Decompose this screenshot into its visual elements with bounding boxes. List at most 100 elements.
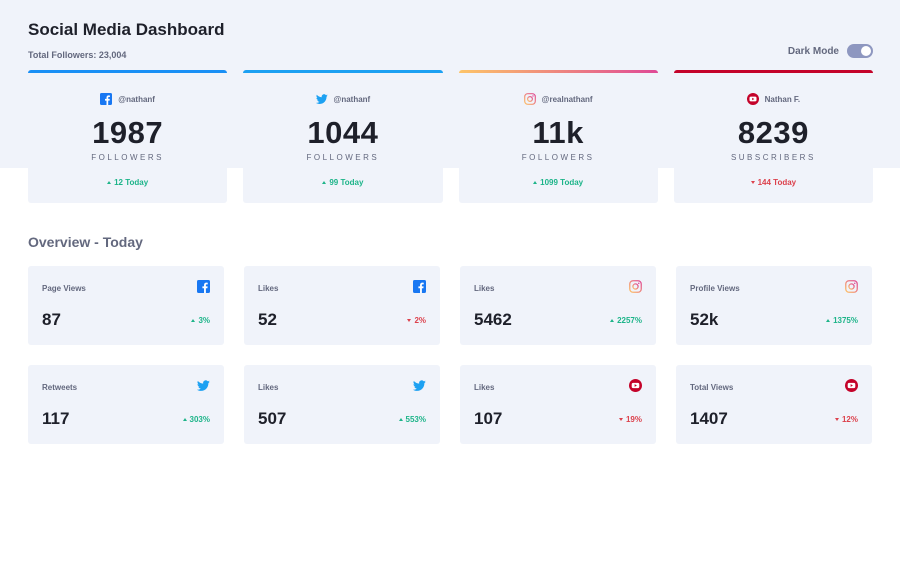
youtube-icon: [845, 379, 858, 392]
youtube-icon: [629, 379, 642, 392]
today-change: 99 Today: [243, 178, 442, 187]
tile-change: 1375%: [826, 316, 858, 325]
tile-value: 87: [42, 310, 61, 329]
tile-value: 52k: [690, 310, 719, 329]
today-change: 12 Today: [28, 178, 227, 187]
facebook-icon: [197, 280, 210, 293]
overview-tile-youtube-likes[interactable]: Likes 107 19%: [460, 365, 656, 444]
card-twitter[interactable]: @nathanf 1044 FOLLOWERS 99 Today: [243, 70, 443, 203]
card-handle: @nathanf: [28, 93, 227, 105]
tile-value: 52: [258, 310, 277, 329]
overview-title: Overview - Today: [28, 234, 143, 250]
follower-unit: SUBSCRIBERS: [730, 153, 816, 162]
tile-value: 507: [258, 409, 287, 428]
tile-change: 303%: [182, 415, 210, 424]
tile-change: 3%: [191, 316, 210, 325]
instagram-icon: [523, 93, 536, 105]
card-facebook[interactable]: @nathanf 1987 FOLLOWERS 12 Today: [28, 70, 228, 203]
follower-count: 8239: [737, 115, 809, 150]
today-text: 1099 Today: [540, 178, 584, 187]
header: Social Media Dashboard Total Followers: …: [28, 20, 873, 68]
change-text: 19%: [625, 415, 642, 424]
overview-tile-facebook-page-views[interactable]: Page Views 87 3%: [28, 266, 224, 345]
tile-label: Likes: [474, 284, 495, 293]
down-arrow-icon: [618, 418, 623, 421]
follower-count: 1044: [307, 115, 379, 150]
tile-change: 19%: [618, 415, 642, 424]
down-arrow-icon: [750, 181, 755, 184]
card-accent-bar: [243, 70, 443, 73]
instagram-icon: [629, 280, 642, 293]
down-arrow-icon: [834, 418, 839, 421]
change-text: 1375%: [833, 316, 858, 325]
page-title: Social Media Dashboard: [28, 20, 225, 39]
tile-label: Likes: [474, 383, 495, 392]
tile-label: Total Views: [690, 383, 734, 392]
follower-unit: FOLLOWERS: [306, 153, 380, 162]
card-youtube[interactable]: Nathan F. 8239 SUBSCRIBERS 144 Today: [673, 70, 873, 203]
today-text: 144 Today: [757, 178, 797, 187]
dark-mode-label: Dark Mode: [787, 45, 839, 57]
change-text: 2%: [414, 316, 426, 325]
card-accent-bar: [28, 70, 228, 73]
twitter-icon: [197, 380, 210, 391]
tile-change: 553%: [398, 415, 426, 424]
instagram-icon: [845, 280, 858, 293]
overview-tile-twitter-likes[interactable]: Likes 507 553%: [244, 365, 440, 444]
up-arrow-icon: [191, 319, 196, 322]
facebook-icon: [413, 280, 426, 293]
change-text: 3%: [198, 316, 210, 325]
overview-tile-twitter-retweets[interactable]: Retweets 117 303%: [28, 365, 224, 444]
follower-count: 1987: [92, 115, 164, 150]
overview-tile-facebook-likes[interactable]: Likes 52 2%: [244, 266, 440, 345]
follower-unit: FOLLOWERS: [91, 153, 164, 162]
twitter-icon: [315, 94, 328, 104]
overview-grid: Page Views 87 3% Likes 52 2% Likes 5462 …: [28, 266, 873, 444]
tile-change: 12%: [834, 415, 858, 424]
tile-label: Retweets: [42, 383, 78, 392]
change-text: 2257%: [617, 316, 642, 325]
change-text: 12%: [841, 415, 858, 424]
twitter-icon: [413, 380, 426, 391]
tile-value: 5462: [474, 310, 512, 329]
youtube-icon: [746, 93, 759, 105]
tile-change: 2%: [407, 316, 426, 325]
tile-value: 117: [42, 409, 70, 428]
overview-tile-youtube-total-views[interactable]: Total Views 1407 12%: [676, 365, 872, 444]
up-arrow-icon: [610, 319, 615, 322]
follower-unit: FOLLOWERS: [521, 153, 595, 162]
up-arrow-icon: [826, 319, 831, 322]
tile-change: 2257%: [610, 316, 642, 325]
today-change: 1099 Today: [459, 178, 658, 187]
change-text: 303%: [189, 415, 210, 424]
handle-text: Nathan F.: [764, 94, 801, 104]
card-accent-bar: [673, 70, 873, 73]
up-arrow-icon: [398, 418, 403, 421]
card-handle: Nathan F.: [674, 93, 873, 105]
overview-tile-instagram-profile-views[interactable]: Profile Views 52k 1375%: [676, 266, 872, 345]
down-arrow-icon: [407, 319, 412, 322]
today-text: 99 Today: [329, 178, 364, 187]
card-accent-bar: [458, 70, 658, 73]
up-arrow-icon: [107, 181, 112, 184]
total-followers: Total Followers: 23,004: [28, 50, 127, 60]
tile-label: Profile Views: [690, 284, 740, 293]
tile-value: 107: [474, 409, 503, 428]
up-arrow-icon: [322, 181, 327, 184]
follower-count: 11k: [532, 115, 584, 150]
dark-mode-control: Dark Mode: [788, 44, 873, 58]
card-instagram[interactable]: @realnathanf 11k FOLLOWERS 1099 Today: [458, 70, 658, 203]
handle-text: @nathanf: [333, 94, 371, 104]
follower-cards: @nathanf 1987 FOLLOWERS 12 Today @nathan…: [28, 70, 873, 203]
tile-label: Likes: [258, 284, 279, 293]
dark-mode-toggle[interactable]: [847, 44, 873, 58]
today-text: 12 Today: [114, 178, 149, 187]
change-text: 553%: [405, 415, 426, 424]
tile-label: Page Views: [42, 284, 86, 293]
card-handle: @nathanf: [243, 93, 442, 105]
up-arrow-icon: [533, 181, 538, 184]
tile-label: Likes: [258, 383, 279, 392]
toggle-knob: [861, 46, 871, 56]
handle-text: @nathanf: [118, 94, 155, 104]
overview-tile-instagram-likes[interactable]: Likes 5462 2257%: [460, 266, 656, 345]
